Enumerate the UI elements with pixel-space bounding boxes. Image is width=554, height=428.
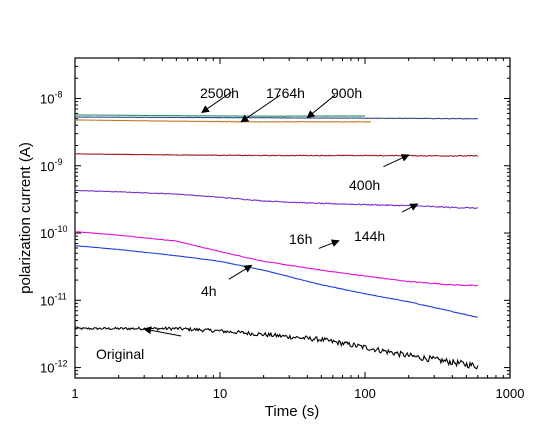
annotation-label: Original (96, 346, 144, 362)
x-axis-title: Time (s) (265, 403, 319, 420)
annotation-label: 400h (349, 177, 380, 193)
series-line-1764h (74, 119, 372, 123)
annotation-arrow (401, 203, 419, 213)
y-tick-label: 10-8 (40, 90, 62, 107)
annotation-label: 144h (354, 228, 385, 244)
annotation-arrow (240, 94, 281, 123)
plot-frame (74, 57, 511, 379)
series-line-900h (74, 116, 478, 120)
series-line-original (74, 326, 479, 370)
ticks-layer: 1 10 100 1000 10-12 10-11 10-10 10-9 10-8 (40, 57, 525, 401)
annotation-arrow (383, 154, 410, 168)
annotation-arrow (143, 326, 182, 337)
x-tick-label: 10 (213, 386, 227, 401)
y-tick-label: 10-9 (40, 157, 62, 174)
x-tick-label: 100 (354, 386, 376, 401)
annotation-arrow (306, 94, 336, 119)
annotation-label: 900h (331, 85, 362, 101)
y-tick-label: 10-12 (40, 359, 67, 376)
annotation-label: 4h (201, 283, 217, 299)
y-tick-label: 10-11 (40, 291, 67, 308)
y-tick-label: 10-10 (40, 224, 67, 241)
annotation-label: 1764h (266, 85, 305, 101)
series-line-400h (74, 153, 479, 157)
y-axis-title: polarization current (A) (17, 142, 34, 294)
series-line-16h (74, 231, 478, 287)
annotation-arrow (228, 264, 253, 280)
series-line-2500h (74, 114, 366, 117)
annotation-label: 16h (289, 231, 312, 247)
series-line-144h (74, 189, 478, 210)
annotation-arrow (318, 239, 340, 249)
annotation-layer: 2500h 1764h 900h 400h 144h 16h 4h Original (96, 85, 419, 362)
x-tick-label: 1 (71, 386, 78, 401)
annotation-arrow (201, 91, 232, 114)
annotation-label: 2500h (200, 85, 239, 101)
series-line-4h (74, 245, 478, 318)
series-layer (74, 114, 479, 370)
x-tick-label: 1000 (496, 386, 525, 401)
